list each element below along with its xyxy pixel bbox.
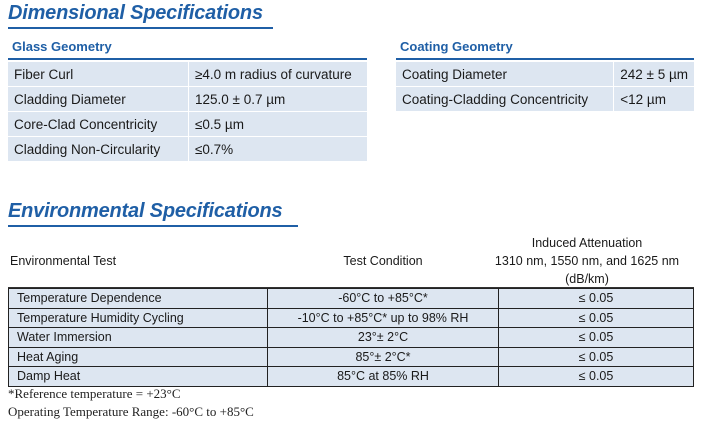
table-row: Temperature Dependence -60°C to +85°C* ≤… xyxy=(8,288,694,309)
env-attenuation: ≤ 0.05 xyxy=(498,327,694,348)
dimensional-title-rule xyxy=(8,27,273,29)
env-test: Temperature Dependence xyxy=(8,288,268,309)
coating-value: <12 µm xyxy=(613,86,694,112)
glass-value: 125.0 ± 0.7 µm xyxy=(188,86,367,112)
env-test: Water Immersion xyxy=(8,327,268,348)
glass-label: Fiber Curl xyxy=(8,62,189,87)
glass-geometry-table: Fiber Curl ≥4.0 m radius of curvature Cl… xyxy=(8,62,367,162)
table-row: Cladding Non-Circularity ≤0.7% xyxy=(8,136,367,162)
environmental-header-rule xyxy=(8,287,694,288)
table-row: Coating Diameter 242 ± 5 µm xyxy=(396,62,694,87)
header-attenuation-line1: Induced Attenuation xyxy=(531,236,643,250)
env-condition: -10°C to +85°C* up to 98% RH xyxy=(267,307,499,328)
header-test-condition: Test Condition xyxy=(343,254,423,268)
glass-label: Cladding Diameter xyxy=(8,86,189,112)
env-attenuation: ≤ 0.05 xyxy=(498,346,694,367)
table-row: Core-Clad Concentricity ≤0.5 µm xyxy=(8,111,367,137)
glass-label: Core-Clad Concentricity xyxy=(8,111,189,137)
header-induced-attenuation: Induced Attenuation 1310 nm, 1550 nm, an… xyxy=(480,234,694,288)
header-attenuation-line3: (dB/km) xyxy=(565,272,609,286)
glass-value: ≤0.7% xyxy=(188,136,367,162)
table-row: Temperature Humidity Cycling -10°C to +8… xyxy=(8,307,694,328)
coating-geometry-heading: Coating Geometry xyxy=(400,39,513,54)
env-attenuation: ≤ 0.05 xyxy=(498,288,694,309)
environmental-table: Temperature Dependence -60°C to +85°C* ≤… xyxy=(8,288,694,387)
header-environmental-test: Environmental Test xyxy=(10,254,117,268)
env-condition: 85°± 2°C* xyxy=(267,346,499,367)
env-condition: 85°C at 85% RH xyxy=(267,366,499,387)
footnote-operating-range: Operating Temperature Range: -60°C to +8… xyxy=(8,404,254,419)
table-row: Water Immersion 23°± 2°C ≤ 0.05 xyxy=(8,327,694,348)
table-row: Cladding Diameter 125.0 ± 0.7 µm xyxy=(8,86,367,112)
env-condition: -60°C to +85°C* xyxy=(267,288,499,309)
coating-geometry-table: Coating Diameter 242 ± 5 µm Coating-Clad… xyxy=(396,62,694,112)
env-attenuation: ≤ 0.05 xyxy=(498,307,694,328)
env-test: Temperature Humidity Cycling xyxy=(8,307,268,328)
table-row: Heat Aging 85°± 2°C* ≤ 0.05 xyxy=(8,346,694,367)
glass-value: ≤0.5 µm xyxy=(188,111,367,137)
coating-value: 242 ± 5 µm xyxy=(613,62,694,87)
glass-value: ≥4.0 m radius of curvature xyxy=(188,62,367,87)
table-row: Coating-Cladding Concentricity <12 µm xyxy=(396,86,694,112)
coating-label: Coating Diameter xyxy=(396,62,614,87)
glass-geometry-rule xyxy=(8,58,367,60)
environmental-title: Environmental Specifications xyxy=(8,200,283,222)
env-condition: 23°± 2°C xyxy=(267,327,499,348)
env-test: Damp Heat xyxy=(8,366,268,387)
table-row: Damp Heat 85°C at 85% RH ≤ 0.05 xyxy=(8,366,694,387)
environmental-title-rule xyxy=(8,225,298,227)
glass-geometry-heading: Glass Geometry xyxy=(12,39,112,54)
coating-label: Coating-Cladding Concentricity xyxy=(396,86,614,112)
env-test: Heat Aging xyxy=(8,346,268,367)
env-attenuation: ≤ 0.05 xyxy=(498,366,694,387)
dimensional-title: Dimensional Specifications xyxy=(8,2,263,24)
header-attenuation-line2: 1310 nm, 1550 nm, and 1625 nm xyxy=(494,254,680,268)
coating-geometry-rule xyxy=(396,58,694,60)
table-row: Fiber Curl ≥4.0 m radius of curvature xyxy=(8,62,367,87)
footnote-reference-temperature: *Reference temperature = +23°C xyxy=(8,386,181,401)
glass-label: Cladding Non-Circularity xyxy=(8,136,189,162)
